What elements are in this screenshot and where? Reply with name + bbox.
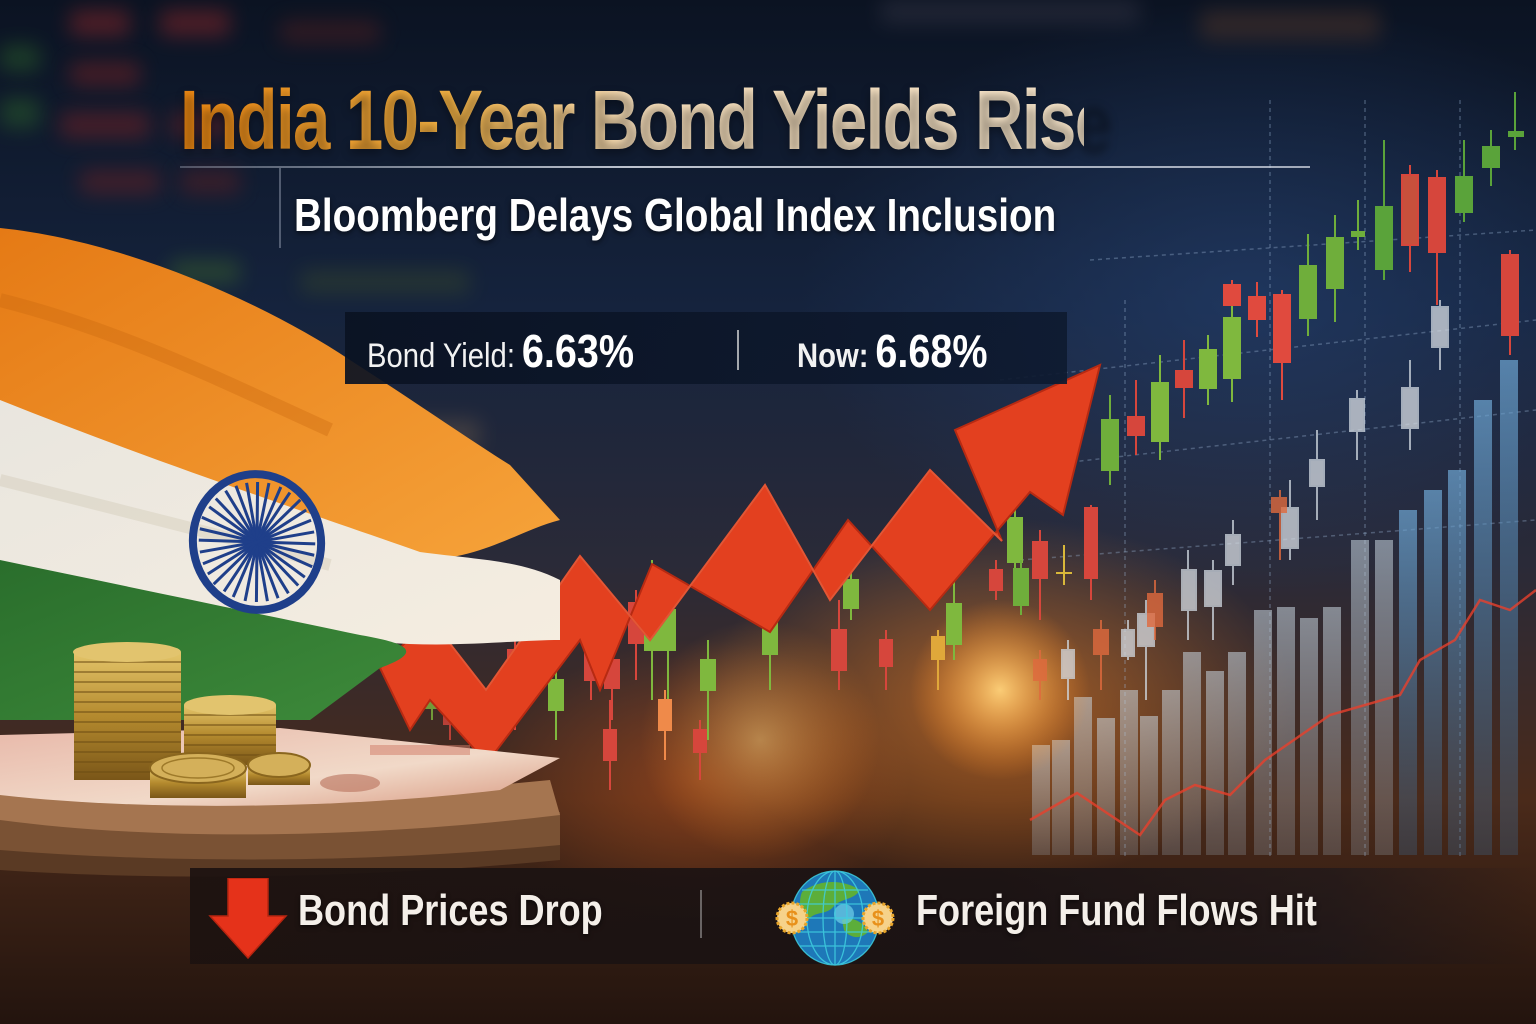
svg-text:$: $	[786, 906, 798, 931]
headline-title: India 10-Year Bond Yields Rise	[180, 73, 1112, 167]
current-yield-label: Now:	[797, 337, 869, 375]
down-arrow-icon	[208, 878, 288, 960]
headline-subtitle: Bloomberg Delays Global Index Inclusion	[294, 189, 1057, 241]
trend-arrow	[378, 363, 1102, 765]
svg-text:$: $	[872, 906, 884, 931]
subtitle-accent-line	[279, 168, 281, 248]
previous-yield: Bond Yield: 6.63%	[367, 324, 634, 378]
globe-dollar-icon: $ $	[775, 870, 895, 966]
previous-yield-label: Bond Yield:	[367, 337, 515, 375]
footer-divider	[700, 890, 702, 938]
dollar-coin-right: $	[861, 901, 895, 935]
current-yield-value: 6.68%	[875, 325, 988, 377]
ashoka-chakra	[188, 470, 326, 614]
foreign-fund-flows-label: Foreign Fund Flows Hit	[916, 886, 1317, 935]
current-yield: Now: 6.68%	[797, 324, 988, 378]
yield-divider	[737, 330, 739, 370]
yield-panel: Bond Yield: 6.63% Now: 6.68%	[345, 312, 1067, 384]
previous-yield-value: 6.63%	[521, 325, 635, 377]
title-divider	[180, 166, 1310, 168]
dollar-coin-left: $	[775, 901, 809, 935]
coin-stacks	[73, 642, 311, 798]
bond-prices-drop-label: Bond Prices Drop	[298, 886, 603, 935]
currency-stack	[0, 728, 560, 877]
